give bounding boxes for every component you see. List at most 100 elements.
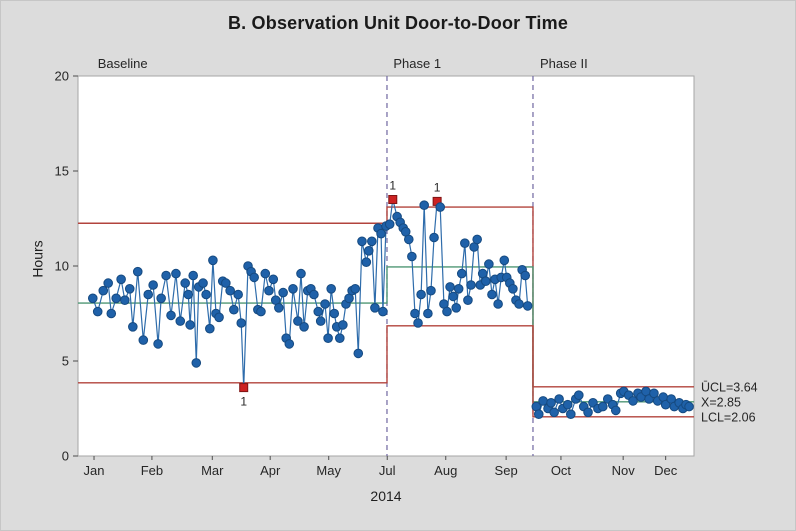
data-point <box>508 284 518 294</box>
data-point <box>357 236 367 247</box>
data-point <box>249 272 259 283</box>
limit-annotation: LCL=2.06 <box>701 410 756 424</box>
data-point <box>522 301 533 311</box>
data-point <box>378 306 388 317</box>
data-point <box>98 285 109 296</box>
data-point <box>180 278 190 288</box>
flag-label: 1 <box>240 395 247 409</box>
data-point <box>407 251 417 262</box>
data-point <box>87 293 98 304</box>
data-point <box>628 396 638 406</box>
series-line <box>389 199 529 324</box>
data-point <box>413 318 423 328</box>
data-point <box>161 270 171 281</box>
data-point <box>453 284 464 294</box>
data-point <box>264 285 274 296</box>
control-limit-line <box>78 206 694 388</box>
data-point <box>201 289 211 300</box>
data-point <box>205 323 215 334</box>
data-point <box>208 255 218 266</box>
data-point <box>256 306 266 317</box>
data-point <box>546 398 556 408</box>
y-tick-label: 10 <box>55 259 69 274</box>
flagged-point <box>239 383 249 393</box>
y-tick-label: 0 <box>62 449 69 464</box>
data-point <box>419 200 429 210</box>
data-point <box>329 308 340 319</box>
x-tick-label: Jan <box>84 463 105 478</box>
x-tick-label: Jul <box>379 463 396 478</box>
data-point <box>323 333 333 344</box>
data-point <box>574 390 584 401</box>
data-point <box>367 236 377 247</box>
data-point <box>598 401 608 412</box>
data-point <box>442 306 452 317</box>
data-point <box>278 287 288 298</box>
data-point <box>156 293 166 304</box>
data-point <box>229 304 239 315</box>
data-point <box>353 348 364 359</box>
x-tick-label: Apr <box>260 463 281 478</box>
plot-frame <box>77 75 695 457</box>
data-point <box>111 293 121 304</box>
data-point <box>361 257 372 268</box>
data-point <box>299 322 309 332</box>
data-point <box>106 308 117 319</box>
y-tick-label: 20 <box>55 69 69 84</box>
data-point <box>153 339 163 349</box>
data-point <box>384 219 395 229</box>
data-point <box>426 285 436 296</box>
x-axis-title: 2014 <box>370 488 402 504</box>
data-point <box>460 238 470 248</box>
data-point <box>610 405 621 416</box>
limit-annotation: ŪCL=3.64 <box>701 380 758 394</box>
data-point <box>191 358 202 368</box>
data-point <box>225 285 235 296</box>
data-point <box>124 284 135 294</box>
phase-label: Phase II <box>540 56 588 71</box>
data-point <box>466 280 476 290</box>
x-tick-label: May <box>316 463 341 478</box>
chart-title: B. Observation Unit Door-to-Door Time <box>227 13 569 33</box>
data-point <box>313 306 324 317</box>
data-point <box>514 299 524 309</box>
data-point <box>296 268 306 279</box>
limit-annotation: X=2.85 <box>701 395 741 409</box>
data-point <box>268 274 279 285</box>
y-tick-label: 5 <box>62 354 69 369</box>
data-point <box>562 399 573 410</box>
data-point <box>188 270 198 281</box>
data-point <box>120 295 130 306</box>
data-point <box>363 246 374 256</box>
data-point <box>429 232 439 243</box>
data-point <box>538 396 548 406</box>
data-point <box>171 268 181 279</box>
data-point <box>148 280 158 290</box>
data-point <box>183 289 194 300</box>
data-point <box>484 259 494 269</box>
flag-label: 1 <box>434 180 441 194</box>
phase-label: Phase 1 <box>393 56 441 71</box>
data-point <box>376 228 386 239</box>
x-tick-label: Mar <box>201 463 224 478</box>
data-point <box>221 278 231 288</box>
data-point <box>132 266 143 277</box>
data-point <box>549 407 559 418</box>
data-point <box>138 335 149 345</box>
x-tick-label: Feb <box>141 463 163 478</box>
data-point <box>338 320 348 330</box>
data-point <box>315 316 326 326</box>
flagged-point <box>388 195 398 204</box>
data-point <box>649 388 659 399</box>
x-tick-label: Dec <box>654 463 678 478</box>
data-point <box>423 308 433 319</box>
data-point <box>403 234 414 245</box>
data-point <box>520 270 531 281</box>
data-point <box>128 322 138 332</box>
data-point <box>499 255 510 266</box>
data-point <box>487 289 497 300</box>
data-point <box>233 289 243 300</box>
data-point <box>92 306 103 317</box>
data-point <box>284 339 295 349</box>
